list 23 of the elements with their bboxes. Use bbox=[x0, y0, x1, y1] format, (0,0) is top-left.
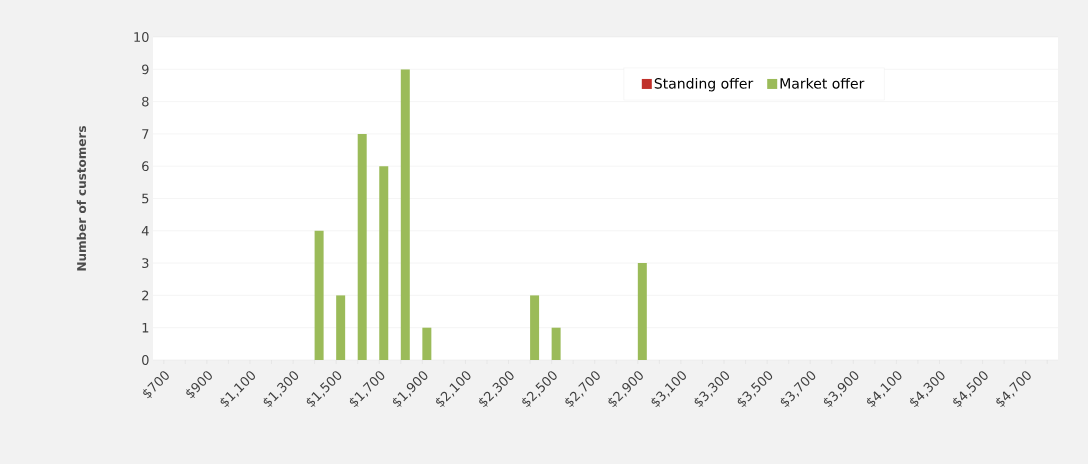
bar bbox=[422, 327, 432, 360]
bar bbox=[400, 69, 410, 360]
y-tick-label: 2 bbox=[142, 290, 149, 301]
y-tick-label: 0 bbox=[142, 355, 149, 365]
bar bbox=[336, 295, 346, 360]
y-axis-title: Number of customers bbox=[76, 126, 87, 271]
y-tick-label: 10 bbox=[134, 32, 149, 42]
bar bbox=[357, 133, 367, 360]
legend-label: Market offer bbox=[780, 77, 865, 89]
y-tick-label: 4 bbox=[141, 226, 149, 236]
y-tick-label: 5 bbox=[142, 193, 149, 204]
y-tick-label: 8 bbox=[142, 96, 149, 107]
bar bbox=[530, 295, 540, 360]
bar bbox=[637, 263, 647, 360]
y-tick-label: 3 bbox=[142, 258, 149, 269]
bar bbox=[379, 166, 389, 360]
legend-label: Standing offer bbox=[654, 77, 754, 92]
y-tick-label: 9 bbox=[142, 64, 149, 75]
bar bbox=[314, 230, 324, 360]
y-tick-label: 6 bbox=[142, 161, 149, 172]
y-tick-label: 1 bbox=[142, 322, 149, 333]
y-tick-label: 7 bbox=[142, 129, 149, 139]
bar bbox=[551, 327, 561, 360]
